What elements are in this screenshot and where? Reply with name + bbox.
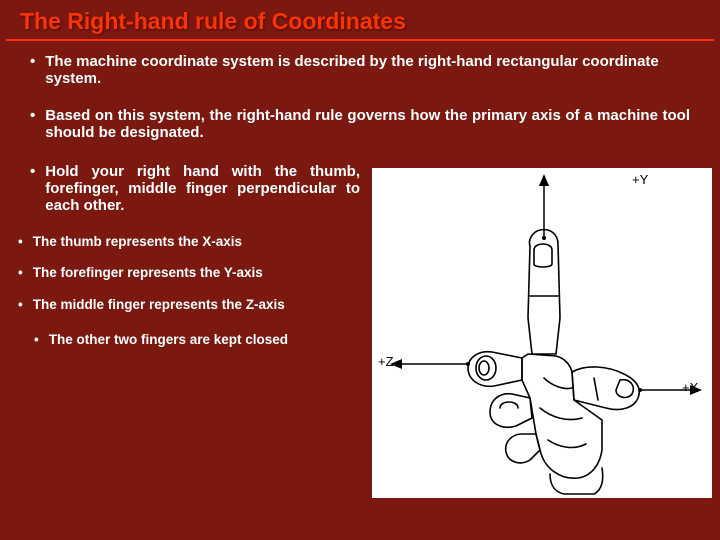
bullet-4-text: The thumb represents the X-axis xyxy=(33,234,242,249)
bullet-dot: • xyxy=(30,107,35,124)
bullet-dot: • xyxy=(18,296,23,314)
bullet-dot: • xyxy=(18,265,23,280)
axis-label-x: +X xyxy=(682,380,698,395)
bullet-6-text: The middle finger represents the Z-axis xyxy=(33,296,285,314)
bullet-7-text: The other two fingers are kept closed xyxy=(49,332,288,347)
bullet-2: • Based on this system, the right-hand r… xyxy=(0,97,720,151)
bullet-dot: • xyxy=(30,163,35,180)
bullet-1: • The machine coordinate system is descr… xyxy=(0,49,720,97)
bullet-1-text: The machine coordinate system is describ… xyxy=(45,53,690,87)
bullet-3-text: Hold your right hand with the thumb, for… xyxy=(45,163,360,214)
slide-title: The Right-hand rule of Coordinates xyxy=(6,0,714,41)
bullet-2-text: Based on this system, the right-hand rul… xyxy=(45,107,690,141)
bullet-dot: • xyxy=(18,234,23,249)
axis-label-y: +Y xyxy=(632,172,648,187)
hand-diagram: +Y +Z +X xyxy=(372,168,712,498)
bullet-dot: • xyxy=(30,53,35,70)
bullet-dot: • xyxy=(34,332,39,347)
axis-label-z: +Z xyxy=(378,354,394,369)
bullet-5-text: The forefinger represents the Y-axis xyxy=(33,265,263,280)
